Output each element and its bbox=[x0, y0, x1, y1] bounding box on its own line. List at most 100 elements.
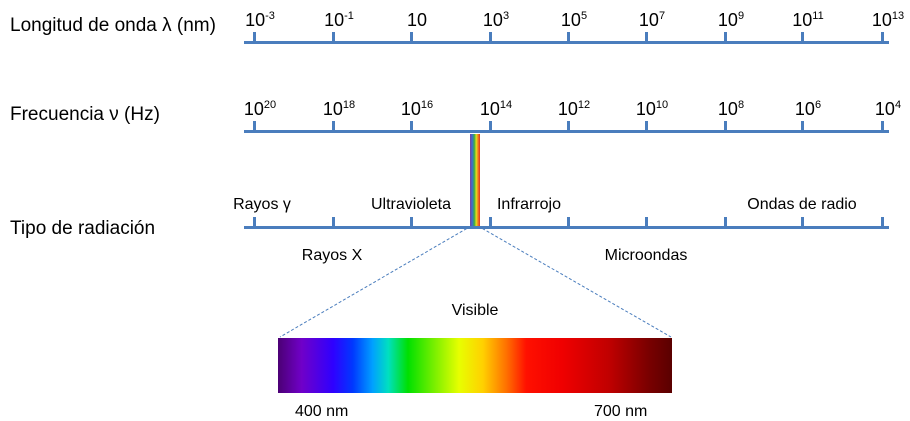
wavelength-tick bbox=[645, 32, 648, 42]
wavelength-tick bbox=[332, 32, 335, 42]
wavelength-tick bbox=[801, 32, 804, 42]
tick-exponent: 3 bbox=[502, 10, 510, 22]
frequency-tick-label: 1018 bbox=[323, 99, 355, 120]
zoom-line-right bbox=[477, 225, 672, 338]
tick-exponent: 20 bbox=[263, 99, 277, 111]
radiation-tick bbox=[332, 217, 335, 227]
tick-exponent: 14 bbox=[499, 99, 513, 111]
tick-base: 10 bbox=[557, 99, 578, 119]
gamma-rays-label: Rayos γ bbox=[233, 196, 291, 213]
spectrum-min-label: 400 nm bbox=[295, 403, 349, 420]
tick-exponent: 6 bbox=[814, 99, 822, 111]
tick-base: 10 bbox=[792, 10, 813, 30]
infrared-label: Infrarrojo bbox=[496, 196, 562, 213]
tick-base: 10 bbox=[717, 99, 738, 119]
radio-waves-label: Ondas de radio bbox=[747, 196, 857, 213]
tick-exponent: 4 bbox=[894, 99, 902, 111]
radiation-tick bbox=[724, 217, 727, 227]
wavelength-tick bbox=[410, 32, 413, 42]
radiation-tick bbox=[567, 217, 570, 227]
tick-base: 10 bbox=[874, 99, 895, 119]
wavelength-tick-label: 107 bbox=[639, 10, 665, 31]
tick-exponent: -3 bbox=[265, 10, 275, 22]
tick-base: 10 bbox=[324, 10, 345, 30]
wavelength-tick-label: 103 bbox=[483, 10, 509, 31]
wavelength-tick bbox=[253, 32, 256, 42]
frequency-tick-label: 106 bbox=[795, 99, 821, 120]
tick-base: 10 bbox=[794, 99, 815, 119]
tick-exponent: 18 bbox=[342, 99, 356, 111]
radiation-tick bbox=[253, 217, 256, 227]
ultraviolet-label: Ultravioleta bbox=[370, 196, 452, 213]
wavelength-tick bbox=[724, 32, 727, 42]
tick-exponent: 9 bbox=[737, 10, 745, 22]
frequency-tick-label: 108 bbox=[718, 99, 744, 120]
radiation-tick bbox=[489, 217, 492, 227]
wavelength-scale-line bbox=[244, 41, 889, 44]
tick-exponent: 7 bbox=[658, 10, 666, 22]
wavelength-tick bbox=[489, 32, 492, 42]
tick-exponent: 16 bbox=[420, 99, 434, 111]
frequency-tick-label: 104 bbox=[875, 99, 901, 120]
wavelength-tick-label: 1013 bbox=[872, 10, 904, 31]
frequency-tick bbox=[881, 121, 884, 131]
visible-band-strip bbox=[470, 134, 480, 226]
radiation-tick bbox=[645, 217, 648, 227]
spectrum-max-label: 700 nm bbox=[594, 403, 648, 420]
radiation-row-label: Tipo de radiación bbox=[10, 218, 156, 239]
x-rays-label: Rayos X bbox=[301, 247, 363, 264]
tick-base: 10 bbox=[635, 99, 656, 119]
tick-base: 10 bbox=[243, 99, 264, 119]
tick-base: 10 bbox=[560, 10, 581, 30]
visible-label: Visible bbox=[451, 302, 499, 319]
wavelength-tick-label: 10-1 bbox=[324, 10, 354, 31]
frequency-tick-label: 1020 bbox=[244, 99, 276, 120]
tick-exponent: 8 bbox=[737, 99, 745, 111]
tick-exponent: 13 bbox=[891, 10, 905, 22]
frequency-tick bbox=[489, 121, 492, 131]
tick-base: 10 bbox=[479, 99, 500, 119]
frequency-tick bbox=[724, 121, 727, 131]
frequency-tick bbox=[253, 121, 256, 131]
wavelength-tick-label: 10 bbox=[407, 10, 427, 31]
microwaves-label: Microondas bbox=[604, 247, 688, 264]
tick-base: 10 bbox=[406, 10, 428, 30]
wavelength-tick-label: 109 bbox=[718, 10, 744, 31]
wavelength-row-label: Longitud de onda λ (nm) bbox=[10, 15, 216, 36]
tick-exponent: 10 bbox=[655, 99, 669, 111]
tick-base: 10 bbox=[322, 99, 343, 119]
frequency-tick bbox=[801, 121, 804, 131]
tick-base: 10 bbox=[482, 10, 503, 30]
frequency-tick bbox=[332, 121, 335, 131]
wavelength-tick-label: 10-3 bbox=[245, 10, 275, 31]
wavelength-tick bbox=[881, 32, 884, 42]
tick-exponent: 5 bbox=[580, 10, 588, 22]
tick-base: 10 bbox=[871, 10, 892, 30]
tick-base: 10 bbox=[717, 10, 738, 30]
tick-base: 10 bbox=[400, 99, 421, 119]
tick-base: 10 bbox=[245, 10, 266, 30]
frequency-tick-label: 1016 bbox=[401, 99, 433, 120]
radiation-scale-line bbox=[244, 226, 889, 229]
frequency-tick-label: 1010 bbox=[636, 99, 668, 120]
tick-exponent: 11 bbox=[812, 10, 824, 22]
frequency-scale-line bbox=[244, 130, 889, 133]
visible-spectrum-bar bbox=[278, 338, 672, 393]
tick-exponent: -1 bbox=[344, 10, 354, 22]
radiation-tick bbox=[801, 217, 804, 227]
wavelength-tick-label: 1011 bbox=[792, 10, 823, 31]
frequency-tick-label: 1012 bbox=[558, 99, 590, 120]
zoom-line-left bbox=[279, 225, 472, 338]
frequency-tick bbox=[567, 121, 570, 131]
wavelength-tick-label: 105 bbox=[561, 10, 587, 31]
frequency-tick bbox=[410, 121, 413, 131]
frequency-tick bbox=[645, 121, 648, 131]
radiation-tick bbox=[881, 217, 884, 227]
frequency-tick-label: 1014 bbox=[480, 99, 512, 120]
radiation-tick bbox=[410, 217, 413, 227]
tick-exponent: 12 bbox=[577, 99, 591, 111]
frequency-row-label: Frecuencia ν (Hz) bbox=[10, 104, 160, 125]
wavelength-tick bbox=[567, 32, 570, 42]
tick-base: 10 bbox=[638, 10, 659, 30]
